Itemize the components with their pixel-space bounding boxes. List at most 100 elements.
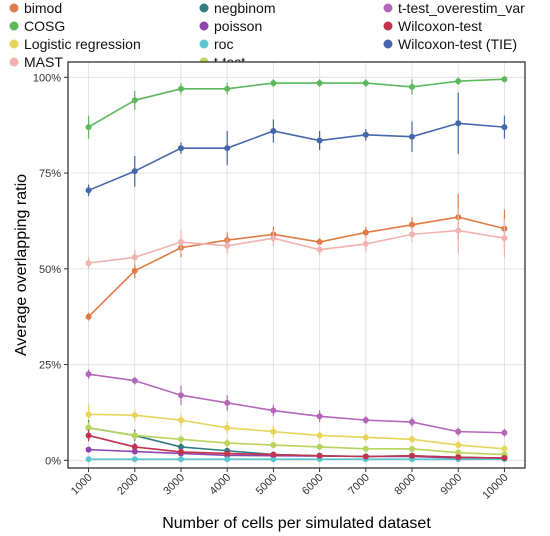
series-line <box>88 78 505 128</box>
data-point <box>316 413 323 420</box>
data-point <box>362 229 369 236</box>
data-point <box>85 411 92 418</box>
legend: bimod COSG Logistic regression MAST negbinom… <box>9 0 525 70</box>
data-point <box>131 443 138 450</box>
plot-area <box>68 62 525 468</box>
data-point <box>131 432 138 439</box>
x-tick-label: 1000 <box>69 472 95 498</box>
y-tick-label: 25% <box>39 360 61 372</box>
legend-swatch <box>383 39 393 49</box>
legend-swatch <box>383 21 393 31</box>
legend-item: MAST <box>9 54 63 70</box>
data-point <box>270 428 277 435</box>
data-point <box>455 120 462 127</box>
series-cosg <box>85 76 508 139</box>
data-point <box>316 452 323 459</box>
data-point <box>224 145 231 152</box>
data-point <box>455 454 462 461</box>
legend-label: Wilcoxon-test <box>398 18 482 34</box>
data-point <box>224 440 231 447</box>
data-point <box>131 254 138 261</box>
data-point <box>409 436 416 443</box>
legend-label: COSG <box>24 18 65 34</box>
data-point <box>177 85 184 92</box>
data-point <box>224 456 231 463</box>
legend-label: MAST <box>24 54 63 70</box>
data-point <box>85 260 92 267</box>
data-point <box>362 434 369 441</box>
series-line <box>88 229 505 264</box>
series-wilcoxon-test-tie <box>85 92 508 197</box>
legend-label: Logistic regression <box>24 36 141 52</box>
data-point <box>316 432 323 439</box>
data-point <box>501 76 508 83</box>
data-point <box>131 97 138 104</box>
data-point <box>501 455 508 462</box>
x-tick-label: 8000 <box>392 472 418 498</box>
data-point <box>177 392 184 399</box>
data-point <box>177 436 184 443</box>
data-point <box>177 145 184 152</box>
series-line <box>88 426 505 456</box>
legend-item: bimod <box>9 0 62 16</box>
legend-swatch <box>199 3 209 13</box>
data-point <box>316 246 323 253</box>
data-point <box>224 424 231 431</box>
data-point <box>177 443 184 450</box>
data-point <box>270 80 277 87</box>
data-point <box>85 446 92 453</box>
series-line <box>88 434 505 459</box>
legend-item: Logistic regression <box>9 36 141 52</box>
data-point <box>85 313 92 320</box>
legend-item: t-test_overestim_var <box>383 0 525 16</box>
series-line <box>88 122 505 192</box>
data-point <box>316 239 323 246</box>
data-point <box>177 239 184 246</box>
legend-item: negbinom <box>199 0 276 16</box>
data-point <box>85 456 92 463</box>
data-point <box>501 445 508 452</box>
series-layer <box>85 76 508 463</box>
legend-swatch <box>9 39 19 49</box>
data-point <box>224 450 231 457</box>
data-point <box>362 80 369 87</box>
data-point <box>501 124 508 131</box>
data-point <box>270 456 277 463</box>
data-point <box>455 428 462 435</box>
data-point <box>131 448 138 455</box>
legend-swatch <box>9 57 19 67</box>
y-tick-label: 50% <box>39 264 61 276</box>
data-point <box>224 242 231 249</box>
y-tick-label: 0% <box>45 455 61 467</box>
data-point <box>409 221 416 228</box>
data-point <box>501 429 508 436</box>
data-point <box>131 267 138 274</box>
series-line <box>88 216 505 318</box>
series-mast <box>85 207 508 269</box>
data-point <box>131 456 138 463</box>
data-point <box>362 445 369 452</box>
data-point <box>501 235 508 242</box>
data-point <box>409 452 416 459</box>
legend-label: Wilcoxon-test (TIE) <box>398 36 517 52</box>
legend-swatch <box>199 39 209 49</box>
data-point <box>270 235 277 242</box>
data-point <box>362 453 369 460</box>
legend-label: bimod <box>24 0 62 16</box>
data-point <box>131 412 138 419</box>
data-point <box>455 442 462 449</box>
legend-item: COSG <box>9 18 65 34</box>
x-tick-label: 7000 <box>346 472 372 498</box>
y-tick-label: 100% <box>33 72 61 84</box>
series-wilcoxon-test <box>85 429 508 462</box>
data-point <box>85 371 92 378</box>
legend-label: t-test_overestim_var <box>398 0 525 16</box>
legend-item: Wilcoxon-test <box>383 18 482 34</box>
data-point <box>409 419 416 426</box>
legend-swatch <box>383 3 393 13</box>
data-point <box>270 442 277 449</box>
data-point <box>362 417 369 424</box>
data-point <box>316 80 323 87</box>
x-axis-ticks: 1000 2000 3000 4000 5000 6000 7000 8000 9000 1000… <box>69 468 511 502</box>
